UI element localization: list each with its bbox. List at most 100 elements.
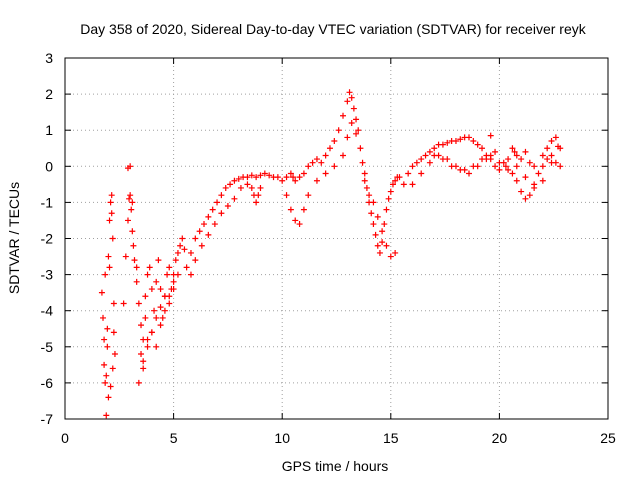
data-point (142, 314, 149, 321)
data-point (222, 184, 229, 191)
data-point (124, 217, 131, 224)
data-point (274, 174, 281, 181)
data-point (110, 300, 117, 307)
data-point (372, 231, 379, 238)
data-point (142, 293, 149, 300)
data-point (187, 271, 194, 278)
data-point (159, 314, 166, 321)
data-point (344, 98, 351, 105)
x-tick-label: 0 (61, 430, 69, 446)
x-tick-label: 10 (274, 430, 290, 446)
data-point (138, 351, 145, 358)
data-point (305, 163, 312, 170)
data-point (266, 172, 273, 179)
data-point (122, 253, 129, 260)
data-point (457, 166, 464, 173)
data-point (100, 314, 107, 321)
data-point (101, 361, 108, 368)
data-point (218, 192, 225, 199)
data-point (439, 156, 446, 163)
data-point (133, 264, 140, 271)
data-point (505, 166, 512, 173)
data-point (248, 184, 255, 191)
data-point (409, 181, 416, 188)
y-tick-label: -5 (41, 339, 54, 355)
data-point (483, 156, 490, 163)
data-point (102, 379, 109, 386)
data-point (496, 166, 503, 173)
data-point (511, 148, 518, 155)
data-point (431, 152, 438, 159)
data-point (465, 134, 472, 141)
data-point (389, 181, 396, 188)
data-point (108, 210, 115, 217)
data-point (287, 206, 294, 213)
data-point (231, 177, 238, 184)
data-point (331, 138, 338, 145)
data-point (192, 235, 199, 242)
data-point (104, 325, 111, 332)
data-point (492, 148, 499, 155)
x-tick-label: 15 (383, 430, 399, 446)
data-point (313, 156, 320, 163)
data-point (107, 199, 114, 206)
data-point (413, 159, 420, 166)
data-point (166, 264, 173, 271)
data-point (346, 89, 353, 96)
data-point (253, 174, 260, 181)
data-point (555, 143, 562, 150)
data-point (374, 213, 381, 220)
data-point (148, 286, 155, 293)
data-point (531, 184, 538, 191)
y-tick-label: -4 (41, 303, 54, 319)
data-point (161, 307, 168, 314)
data-point (170, 286, 177, 293)
data-point (231, 195, 238, 202)
data-point (105, 253, 112, 260)
data-point (379, 239, 386, 246)
data-point (374, 242, 381, 249)
data-point (179, 235, 186, 242)
y-tick-label: -1 (41, 194, 54, 210)
y-tick-label: 1 (45, 122, 53, 138)
data-point (309, 159, 316, 166)
data-point (198, 242, 205, 249)
data-point (548, 159, 555, 166)
data-point (148, 329, 155, 336)
data-point (131, 257, 138, 264)
data-point (470, 138, 477, 145)
data-point (548, 152, 555, 159)
data-point (518, 156, 525, 163)
data-point (244, 174, 251, 181)
data-point (422, 152, 429, 159)
data-point (104, 343, 111, 350)
grid-lines (65, 58, 608, 419)
data-point (474, 163, 481, 170)
data-point (396, 174, 403, 181)
data-point (513, 163, 520, 170)
data-point (144, 271, 151, 278)
data-point (153, 278, 160, 285)
data-point (340, 112, 347, 119)
y-axis-label: SDTVAR / TECUs (6, 182, 22, 294)
data-points (98, 89, 564, 419)
data-point (548, 138, 555, 145)
data-point (110, 329, 117, 336)
data-point (368, 210, 375, 217)
data-point (318, 159, 325, 166)
data-point (526, 159, 533, 166)
data-point (522, 174, 529, 181)
data-point (366, 192, 373, 199)
data-point (283, 174, 290, 181)
data-point (400, 181, 407, 188)
data-point (224, 203, 231, 210)
data-point (174, 249, 181, 256)
data-point (479, 145, 486, 152)
data-point (557, 163, 564, 170)
data-point (235, 175, 242, 182)
data-point (140, 358, 147, 365)
data-point (227, 181, 234, 188)
data-point (526, 192, 533, 199)
data-point (127, 163, 134, 170)
